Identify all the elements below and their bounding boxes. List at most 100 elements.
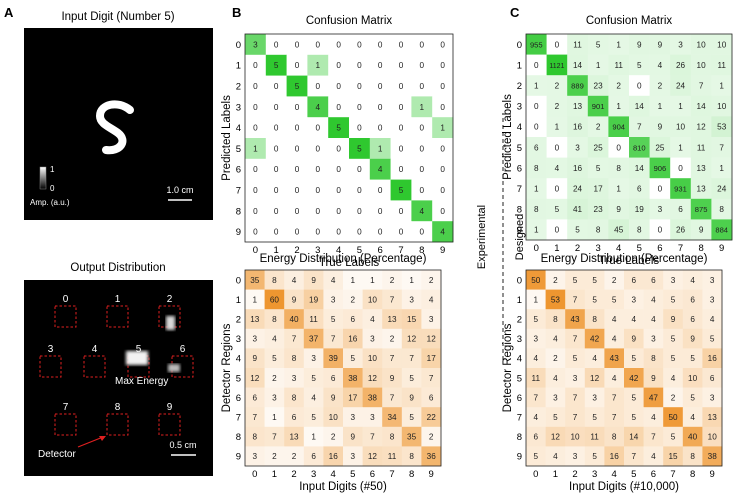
des-confusion-xtick-7: 7 [678,243,683,254]
exp-energy-ytick-3: 3 [236,334,241,345]
exp-energy-cell-3-7 [382,328,403,349]
exp-confusion-value-9-4: 0 [336,228,341,237]
exp-confusion-cell-5-0 [245,138,267,160]
des-confusion-cell-6-8 [690,157,712,179]
exp-confusion-cell-3-8 [411,96,433,118]
des-confusion-value-7-1: 0 [555,185,560,194]
exp-confusion-ytick-7: 7 [236,186,241,197]
des-energy-cell-7-3 [584,407,605,428]
exp-confusion-ytick-6: 6 [236,165,241,176]
exp-confusion-value-2-9: 0 [440,82,445,91]
exp-energy-cell-7-9 [421,407,442,428]
exp-energy-xtick-7: 7 [389,469,394,480]
exp-confusion-value-3-3: 4 [316,103,321,112]
des-energy-cell-1-8 [682,289,703,310]
exp-energy-ytick-1: 1 [236,295,241,306]
exp-energy-cell-8-4 [323,426,344,447]
des-energy-cell-8-5 [624,426,644,447]
des-confusion-cell-9-3 [587,219,609,241]
exp-confusion-value-3-8: 1 [420,103,425,112]
des-confusion-cell-0-5 [629,34,650,55]
des-energy-cell-5-0 [526,368,546,388]
des-confusion-cell-3-5 [629,95,650,117]
des-energy-value-3-8: 9 [690,335,695,344]
exp-confusion-value-7-0: 0 [253,186,258,195]
des-energy-cell-8-8 [682,426,703,447]
des-energy-value-0-6: 6 [651,276,656,285]
des-energy-value-8-2: 10 [570,433,580,442]
detector-square-1 [106,305,129,328]
des-confusion-value-7-3: 17 [594,185,604,194]
des-confusion-value-3-7: 1 [678,102,683,111]
exp-energy-cell-3-5 [343,328,363,349]
des-energy-value-6-0: 7 [534,393,539,402]
des-energy-value-0-7: 3 [671,276,676,285]
des-energy-cell-6-0 [526,387,546,408]
des-confusion-cell-9-7 [670,219,692,241]
exp-confusion-value-3-0: 0 [253,103,258,112]
exp-confusion-cell-7-6 [369,179,391,201]
exp-energy-value-8-7: 8 [390,433,395,442]
des-confusion-cell-6-7 [670,157,692,179]
des-energy-cell-3-6 [643,328,664,349]
exp-energy-value-8-0: 8 [253,433,258,442]
des-energy-value-9-3: 5 [592,452,597,461]
exp-confusion-cell-7-0 [245,179,267,201]
exp-confusion-cell-4-2 [286,117,308,139]
exp-confusion-value-2-1: 0 [274,82,279,91]
exp-confusion-value-6-4: 0 [336,165,341,174]
des-energy-cell-4-4 [604,348,625,369]
panel-letter-b: B [232,5,241,20]
des-confusion-value-5-4: 0 [616,143,621,152]
exp-confusion-value-8-9: 0 [440,207,445,216]
exp-confusion-value-2-8: 0 [420,82,425,91]
exp-energy-cell-2-6 [362,309,383,330]
exp-energy-cell-3-9 [421,328,442,349]
des-confusion-cell-7-4 [608,178,630,200]
exp-energy-cell-0-2 [284,270,305,290]
des-confusion-value-2-2: 889 [571,82,584,91]
des-energy-value-5-0: 11 [532,374,541,383]
des-energy-ytick-5: 5 [517,373,522,384]
exp-confusion-value-8-8: 4 [420,207,425,216]
exp-energy-frame [244,269,442,467]
exp-energy-ytick-8: 8 [236,432,241,443]
exp-energy-value-1-8: 3 [409,295,414,304]
exp-confusion-cell-2-5 [349,75,371,97]
exp-confusion-value-5-4: 0 [336,144,341,153]
exp-confusion-cell-0-7 [390,34,412,56]
des-energy-cell-7-6 [643,407,664,428]
exp-energy-value-2-1: 8 [272,315,277,324]
des-energy-cell-5-6 [643,368,664,388]
des-energy-xtick-4: 4 [612,469,617,480]
des-energy-frame [525,269,723,467]
exp-energy-value-1-4: 3 [331,295,336,304]
exp-energy-value-0-0: 35 [250,276,260,285]
des-confusion-value-9-0: 1 [534,226,539,235]
des-confusion-cell-9-0 [526,219,547,241]
des-confusion-ytick-2: 2 [517,81,522,92]
exp-confusion-cell-2-7 [390,75,412,97]
exp-confusion-value-2-4: 0 [336,82,341,91]
exp-confusion-value-7-9: 0 [440,186,445,195]
exp-confusion-xtick-9: 9 [440,245,445,256]
exp-confusion-cell-4-8 [411,117,433,139]
des-confusion-cell-8-3 [587,198,609,220]
exp-energy-cell-3-1 [264,328,285,349]
des-confusion-value-8-4: 9 [616,205,621,214]
des-confusion-cell-9-5 [629,219,650,241]
exp-energy-cell-0-3 [303,270,324,290]
exp-energy-cell-4-7 [382,348,403,369]
des-energy-cell-4-6 [643,348,664,369]
des-energy-cell-9-2 [565,446,586,467]
exp-energy-cell-6-4 [323,387,344,408]
exp-confusion-cell-0-8 [411,34,433,56]
exp-energy-cell-2-5 [343,309,363,330]
des-confusion-cell-6-5 [629,157,650,179]
detector-arrow [77,436,104,448]
des-confusion-cell-6-1 [546,157,568,179]
exp-energy-cell-4-4 [323,348,344,369]
des-energy-value-2-5: 4 [632,315,637,324]
des-energy-value-1-6: 4 [651,295,656,304]
exp-energy-cell-9-8 [401,446,422,467]
